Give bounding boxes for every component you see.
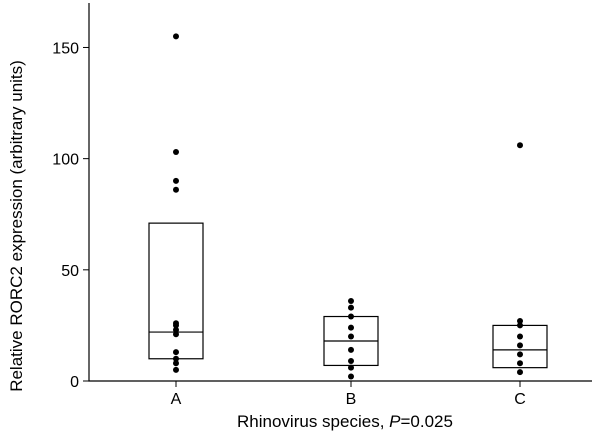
plot-area: 0 50 100 150 A B C — [52, 3, 592, 408]
y-tick-label: 150 — [52, 40, 79, 57]
data-point-B — [348, 304, 354, 311]
data-point-A — [173, 366, 179, 373]
data-point-A — [173, 331, 179, 338]
x-category-label: A — [171, 391, 182, 408]
axis-frame — [88, 3, 592, 382]
data-point-C — [517, 342, 523, 349]
data-point-C — [517, 333, 523, 340]
x-axis-label: Rhinovirus species, P=0.025 — [237, 412, 453, 431]
data-point-C — [517, 322, 523, 329]
x-category-label: C — [514, 391, 526, 408]
x-category-label: B — [346, 391, 357, 408]
data-point-A — [173, 33, 179, 40]
data-point-A — [173, 349, 179, 356]
data-point-B — [348, 364, 354, 371]
data-point-B — [348, 373, 354, 380]
x-axis-label-suffix: =0.025 — [400, 412, 452, 431]
data-point-C — [517, 317, 523, 324]
data-point-B — [348, 357, 354, 364]
x-axis-label-p-italic: P — [389, 412, 401, 431]
data-point-C — [517, 360, 523, 367]
data-point-A — [173, 360, 179, 367]
box-A — [148, 222, 204, 360]
y-axis-label: Relative RORC2 expression (arbitrary uni… — [7, 60, 26, 392]
data-point-C — [517, 369, 523, 376]
data-point-A — [173, 355, 179, 362]
data-point-A — [173, 148, 179, 155]
data-point-B — [348, 346, 354, 353]
y-tick-label: 0 — [70, 374, 79, 391]
data-point-A — [173, 186, 179, 193]
x-axis-label-prefix: Rhinovirus species, — [237, 412, 389, 431]
data-point-B — [348, 297, 354, 304]
data-point-C — [517, 142, 523, 149]
y-tick-label: 100 — [52, 152, 79, 169]
data-point-B — [348, 313, 354, 320]
y-tick-label: 50 — [61, 263, 79, 280]
data-point-C — [517, 351, 523, 358]
data-point-A — [173, 322, 179, 329]
data-point-B — [348, 324, 354, 331]
data-point-A — [173, 177, 179, 184]
data-point-B — [348, 333, 354, 340]
data-point-A — [173, 326, 179, 333]
